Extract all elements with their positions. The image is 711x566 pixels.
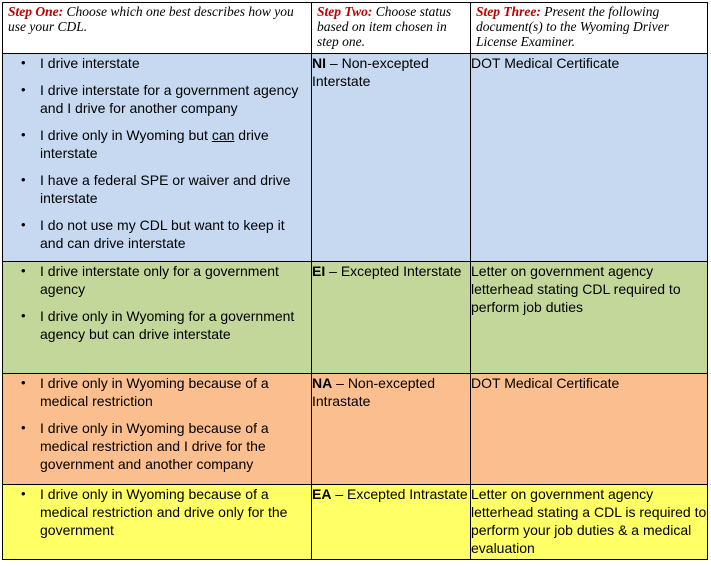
document-cell: Letter on government agency letterhead s… [470, 261, 708, 374]
step-three-instruction: Present the following document(s) to the… [476, 4, 669, 49]
cdl-use-list: I drive interstate I drive interstate fo… [3, 54, 311, 252]
step-three-header: Step Three: Present the following docume… [470, 2, 708, 54]
cdl-use-item: I drive only in Wyoming for a government… [21, 307, 311, 343]
status-description: Excepted Intrastate [347, 486, 468, 502]
status-cell: NI – Non-excepted Interstate [311, 53, 471, 262]
cdl-use-item: I drive interstate [21, 54, 311, 72]
document-cell: DOT Medical Certificate [470, 53, 708, 262]
step-one-instruction: Choose which one best describes how you … [8, 4, 294, 34]
cdl-use-item: I drive interstate only for a government… [21, 262, 311, 298]
cdl-use-cell: I drive interstate only for a government… [2, 261, 312, 374]
status-description: Non-excepted Intrastate [312, 375, 435, 409]
status-code: EA [312, 486, 332, 502]
status-row-ei: I drive interstate only for a government… [2, 261, 708, 374]
cdl-use-cell: I drive only in Wyoming because of a med… [2, 373, 312, 485]
status-row-na: I drive only in Wyoming because of a med… [2, 373, 708, 485]
status-cell: EA – Excepted Intrastate [311, 484, 471, 560]
cdl-use-item: I do not use my CDL but want to keep it … [21, 216, 311, 252]
required-document: DOT Medical Certificate [471, 55, 620, 71]
cdl-use-cell: I drive only in Wyoming because of a med… [2, 484, 312, 560]
step-one-label: Step One: [8, 4, 64, 19]
step-one-header: Step One: Choose which one best describe… [2, 2, 312, 54]
required-document: DOT Medical Certificate [471, 375, 620, 391]
step-two-header: Step Two: Choose status based on item ch… [311, 2, 471, 54]
step-two-instruction: Choose status based on item chosen in st… [317, 4, 452, 49]
status-description: Non-excepted Interstate [312, 55, 429, 89]
status-cell: NA – Non-excepted Intrastate [311, 373, 471, 485]
status-code: NA [312, 375, 333, 391]
cdl-status-table: Step One: Choose which one best describe… [2, 2, 708, 560]
status-description: Excepted Interstate [340, 263, 462, 279]
cdl-use-item: I drive only in Wyoming but can drive in… [21, 126, 311, 162]
step-two-label: Step Two: [317, 4, 373, 19]
required-document: Letter on government agency letterhead s… [471, 263, 681, 315]
step-three-label: Step Three: [476, 4, 541, 19]
cdl-use-list: I drive only in Wyoming because of a med… [3, 374, 311, 473]
cdl-use-list: I drive only in Wyoming because of a med… [3, 485, 311, 539]
document-cell: DOT Medical Certificate [470, 373, 708, 485]
status-code: EI [312, 263, 326, 279]
cdl-use-item: I drive only in Wyoming because of a med… [21, 485, 311, 539]
header-row: Step One: Choose which one best describe… [2, 2, 708, 54]
cdl-use-item: I have a federal SPE or waiver and drive… [21, 171, 311, 207]
cdl-use-cell: I drive interstate I drive interstate fo… [2, 53, 312, 262]
cdl-use-list: I drive interstate only for a government… [3, 262, 311, 343]
cdl-use-item: I drive interstate for a government agen… [21, 81, 311, 117]
document-cell: Letter on government agency letterhead s… [470, 484, 708, 560]
cdl-use-item: I drive only in Wyoming because of a med… [21, 374, 311, 410]
status-code: NI [312, 55, 326, 71]
required-document: Letter on government agency letterhead s… [471, 486, 707, 556]
status-row-ea: I drive only in Wyoming because of a med… [2, 484, 708, 560]
status-row-ni: I drive interstate I drive interstate fo… [2, 53, 708, 262]
status-cell: EI – Excepted Interstate [311, 261, 471, 374]
cdl-use-item: I drive only in Wyoming because of a med… [21, 419, 311, 473]
